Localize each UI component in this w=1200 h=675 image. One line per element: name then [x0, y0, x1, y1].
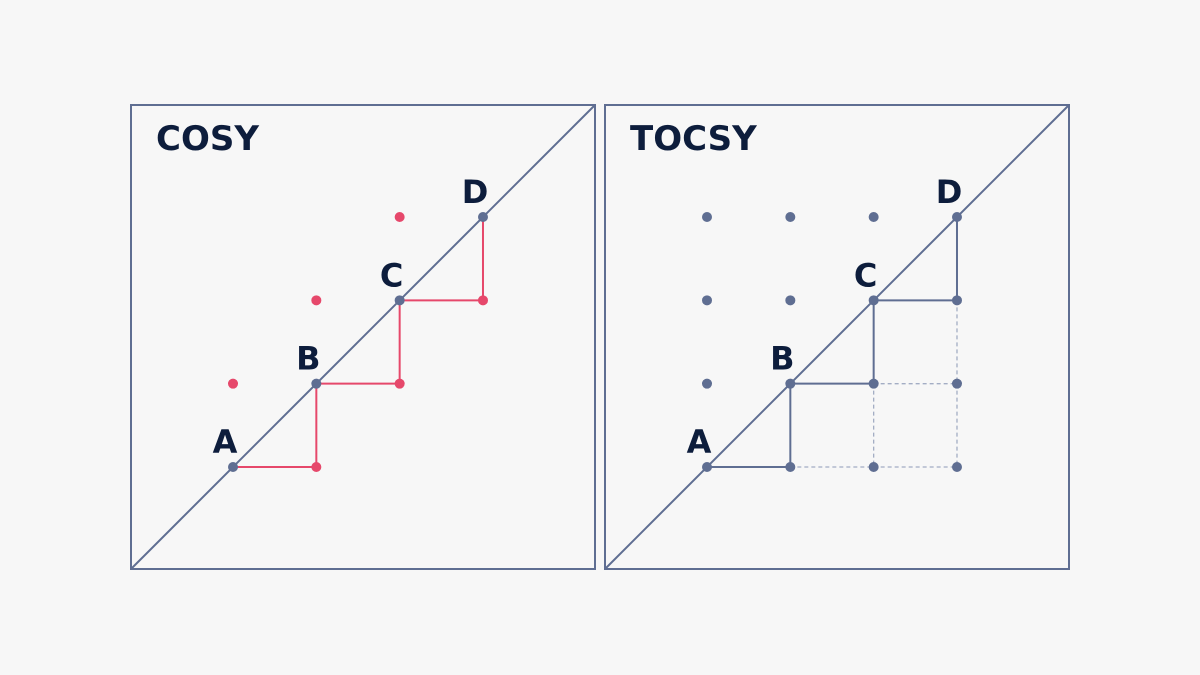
cross-peak-lower — [785, 462, 796, 472]
spin-label: C — [854, 256, 877, 294]
diagonal-peak — [477, 212, 488, 223]
diagonal-line — [130, 104, 596, 570]
panel-cosy: COSY A B C D — [130, 104, 596, 570]
spin-label: C — [380, 256, 403, 294]
diagonal-peak — [951, 212, 962, 223]
spin-label: B — [296, 340, 320, 378]
diagonal-peak — [394, 295, 405, 306]
spin-label: A — [213, 423, 238, 461]
cross-peak-lower — [951, 378, 962, 389]
cross-peak-upper — [702, 212, 712, 223]
panel-tocsy: TOCSY A B C D — [604, 104, 1070, 570]
cross-peak-lower — [868, 462, 879, 472]
cross-peak-upper — [785, 295, 796, 306]
cross-peak-upper — [228, 378, 238, 389]
cross-peak-upper — [868, 212, 879, 223]
spin-label: B — [770, 340, 794, 378]
spin-label: D — [936, 173, 963, 211]
cross-peak-lower — [477, 295, 488, 306]
cross-peak-lower — [868, 378, 879, 389]
panel-title: TOCSY — [630, 119, 757, 159]
spin-label: D — [462, 173, 489, 211]
diagonal-peak — [702, 462, 712, 472]
panel-frame — [604, 104, 1070, 570]
cross-peak-upper — [702, 295, 712, 306]
diagonal-line — [604, 104, 1070, 570]
cross-peak-lower — [311, 462, 322, 472]
diagonal-peak — [785, 378, 796, 389]
cross-peak-upper — [311, 295, 322, 306]
diagonal-peak — [868, 295, 879, 306]
diagonal-peak — [228, 462, 238, 472]
panel-frame — [130, 104, 596, 570]
cross-peak-upper — [394, 212, 405, 223]
cross-peak-upper — [702, 378, 712, 389]
panel-title: COSY — [156, 119, 259, 159]
cross-peak-upper — [785, 212, 796, 223]
cross-peak-lower — [951, 295, 962, 306]
cross-peak-lower — [951, 462, 962, 472]
diagonal-peak — [311, 378, 322, 389]
spin-label: A — [687, 423, 712, 461]
cross-peak-lower — [394, 378, 405, 389]
